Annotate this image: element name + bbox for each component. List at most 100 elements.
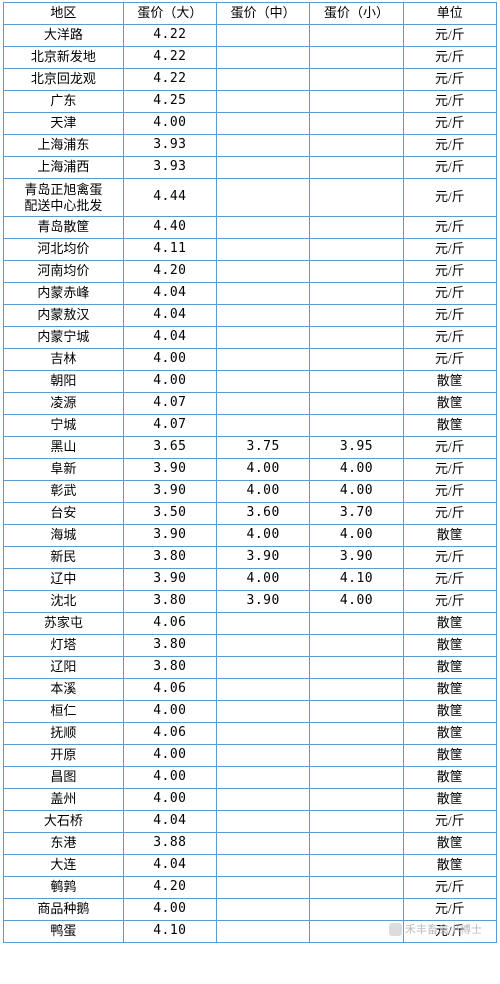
cell-unit: 元/斤 [403, 899, 496, 921]
cell-price-small: 4.00 [310, 481, 403, 503]
cell-unit: 散筐 [403, 679, 496, 701]
cell-price-medium [217, 69, 310, 91]
table-row: 大连4.04散筐 [4, 855, 497, 877]
cell-price-small: 3.70 [310, 503, 403, 525]
cell-price-large: 3.80 [123, 591, 216, 613]
cell-unit: 元/斤 [403, 811, 496, 833]
cell-region: 大石桥 [4, 811, 124, 833]
table-row: 大石桥4.04 元/斤 [4, 811, 497, 833]
cell-price-large: 4.06 [123, 679, 216, 701]
cell-unit: 元/斤 [403, 157, 496, 179]
cell-price-large: 4.04 [123, 811, 216, 833]
cell-price-small: 4.10 [310, 569, 403, 591]
cell-unit: 元/斤 [403, 547, 496, 569]
cell-unit: 散筐 [403, 745, 496, 767]
cell-unit: 元/斤 [403, 327, 496, 349]
cell-price-medium: 3.90 [217, 547, 310, 569]
cell-price-small: 4.00 [310, 525, 403, 547]
table-row: 新民3.803.903.90元/斤 [4, 547, 497, 569]
cell-region: 沈北 [4, 591, 124, 613]
cell-unit: 元/斤 [403, 437, 496, 459]
cell-price-large: 4.00 [123, 349, 216, 371]
cell-price-small [310, 349, 403, 371]
cell-price-large: 3.80 [123, 547, 216, 569]
cell-price-medium [217, 635, 310, 657]
cell-price-medium: 3.75 [217, 437, 310, 459]
table-row: 商品种鹅4.00元/斤 [4, 899, 497, 921]
table-row: 朝阳4.00散筐 [4, 371, 497, 393]
cell-price-medium [217, 657, 310, 679]
cell-price-medium [217, 327, 310, 349]
table-row: 鹌鹑4.20元/斤 [4, 877, 497, 899]
table-row: 桓仁4.00散筐 [4, 701, 497, 723]
cell-region: 桓仁 [4, 701, 124, 723]
cell-price-large: 3.90 [123, 569, 216, 591]
table-row: 天津4.00元/斤 [4, 113, 497, 135]
cell-region: 台安 [4, 503, 124, 525]
cell-price-medium [217, 767, 310, 789]
cell-price-medium [217, 217, 310, 239]
cell-price-small: 3.90 [310, 547, 403, 569]
cell-unit: 散筐 [403, 393, 496, 415]
cell-price-medium [217, 811, 310, 833]
cell-unit: 元/斤 [403, 481, 496, 503]
table-row: 北京新发地4.22元/斤 [4, 47, 497, 69]
cell-price-small [310, 283, 403, 305]
col-header-price-medium: 蛋价（中） [217, 3, 310, 25]
table-row: 辽阳3.80散筐 [4, 657, 497, 679]
cell-unit: 散筐 [403, 657, 496, 679]
cell-price-small [310, 745, 403, 767]
cell-price-medium [217, 113, 310, 135]
table-row: 宁城4.07散筐 [4, 415, 497, 437]
cell-region: 宁城 [4, 415, 124, 437]
table-row: 广东4.25元/斤 [4, 91, 497, 113]
cell-price-large: 4.07 [123, 415, 216, 437]
cell-price-small [310, 179, 403, 217]
cell-region: 本溪 [4, 679, 124, 701]
cell-region: 彰武 [4, 481, 124, 503]
cell-price-large: 4.04 [123, 327, 216, 349]
table-row: 东港3.88散筐 [4, 833, 497, 855]
cell-region: 内蒙宁城 [4, 327, 124, 349]
cell-price-small [310, 47, 403, 69]
cell-price-small [310, 613, 403, 635]
cell-price-large: 4.22 [123, 69, 216, 91]
cell-price-medium: 3.60 [217, 503, 310, 525]
col-header-price-large: 蛋价（大） [123, 3, 216, 25]
cell-unit: 元/斤 [403, 91, 496, 113]
cell-price-large: 3.90 [123, 525, 216, 547]
cell-price-small: 3.95 [310, 437, 403, 459]
cell-price-small [310, 833, 403, 855]
cell-region: 东港 [4, 833, 124, 855]
cell-price-large: 4.22 [123, 47, 216, 69]
cell-price-small [310, 657, 403, 679]
watermark: 禾丰畜禽小博士 [389, 921, 482, 937]
cell-unit: 元/斤 [403, 591, 496, 613]
watermark-text: 禾丰畜禽小博士 [405, 921, 482, 937]
cell-price-medium [217, 789, 310, 811]
cell-price-large: 4.25 [123, 91, 216, 113]
table-header-row: 地区 蛋价（大） 蛋价（中） 蛋价（小） 单位 [4, 3, 497, 25]
cell-unit: 元/斤 [403, 877, 496, 899]
cell-price-medium [217, 47, 310, 69]
table-row: 凌源4.07散筐 [4, 393, 497, 415]
cell-price-medium [217, 855, 310, 877]
cell-price-large: 3.90 [123, 481, 216, 503]
cell-price-medium [217, 393, 310, 415]
cell-unit: 元/斤 [403, 261, 496, 283]
cell-price-large: 4.00 [123, 767, 216, 789]
table-row: 内蒙敖汉4.04元/斤 [4, 305, 497, 327]
table-row: 吉林4.00元/斤 [4, 349, 497, 371]
cell-region: 上海浦西 [4, 157, 124, 179]
table-row: 抚顺4.06散筐 [4, 723, 497, 745]
col-header-unit: 单位 [403, 3, 496, 25]
table-row: 河北均价4.11元/斤 [4, 239, 497, 261]
cell-price-large: 4.44 [123, 179, 216, 217]
cell-unit: 元/斤 [403, 349, 496, 371]
cell-price-large: 3.88 [123, 833, 216, 855]
table-row: 彰武3.904.004.00元/斤 [4, 481, 497, 503]
cell-price-medium: 4.00 [217, 459, 310, 481]
cell-region: 鹌鹑 [4, 877, 124, 899]
cell-price-large: 4.07 [123, 393, 216, 415]
cell-region: 辽阳 [4, 657, 124, 679]
